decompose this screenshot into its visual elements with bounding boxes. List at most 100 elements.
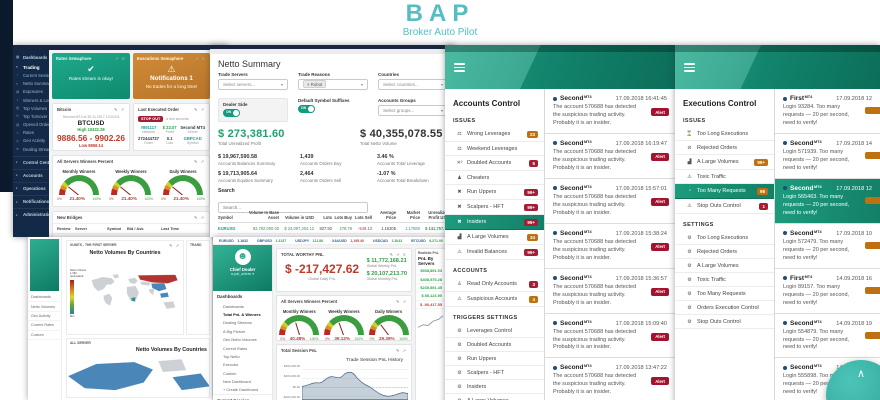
- sidebar-item[interactable]: ▸ Operations: [13, 181, 49, 193]
- search-input[interactable]: [218, 202, 368, 213]
- alert-list-item[interactable]: Second MT4 17.09.2018 15:09:40 The accou…: [545, 314, 675, 359]
- control-list-item[interactable]: ⚙ Doubled Accounts: [445, 338, 544, 352]
- review-icon[interactable]: ▦: [57, 236, 75, 237]
- control-list-item[interactable]: ▟ A Large Volumes 99+: [675, 155, 774, 170]
- menu-icon[interactable]: [684, 63, 695, 74]
- ticker-item[interactable]: XAUUSD 1,195.40: [332, 238, 364, 243]
- profile-header[interactable]: ☻ Chief Dealer a-pat_admin ▾: [213, 245, 272, 291]
- zoomed-choropleth-map[interactable]: [67, 359, 210, 397]
- alert-list-item[interactable]: Second MT4 17.09.2018 15:57:01 The accou…: [545, 179, 675, 224]
- sidebar-item[interactable]: New Dashboard: [223, 379, 251, 385]
- control-list-item[interactable]: ⚙ Too Many Requests: [675, 287, 774, 301]
- sidebar-item[interactable]: Top Netto: [223, 353, 240, 359]
- user-login[interactable]: a-pat_admin ▾: [230, 272, 255, 276]
- control-list-item[interactable]: ⚙ Stop Outs Control: [675, 315, 774, 329]
- sidebar-item[interactable]: Current Session: [213, 394, 272, 400]
- suffixes-toggle[interactable]: ON: [298, 104, 315, 113]
- control-list-item[interactable]: ✖ Scalpers - HFT 99+: [445, 200, 544, 215]
- control-list-item[interactable]: ▟ A Large Volumes 34: [445, 230, 544, 245]
- control-list-item[interactable]: ⚠ Toxic Traffic: [675, 170, 774, 184]
- dealer-side-toggle[interactable]: ON: [223, 108, 240, 117]
- control-list-item[interactable]: ♙ Read Only Accounts 3: [445, 277, 544, 292]
- netto-table-header[interactable]: Symbol Volume In Base Asset Volume in US…: [218, 210, 449, 223]
- control-list-item[interactable]: ⚠ Stop Outs Control 1: [675, 199, 774, 214]
- control-list-item[interactable]: ⚙ Run Uppers: [445, 352, 544, 366]
- control-list-item[interactable]: ⚙ Orders Execution Control: [675, 301, 774, 315]
- sidebar-item[interactable]: ∿ Rates: [13, 129, 49, 137]
- sidebar-item[interactable]: Geo Netto Volumes: [223, 337, 257, 343]
- alert-list-item[interactable]: First MT4 14.09.2018 16 Login 89157. Too…: [775, 269, 880, 314]
- s idebar-item[interactable]: Dashboards: [28, 293, 61, 303]
- alert-list-item[interactable]: Second MT4 14.09.2018 19 Login 554879. T…: [775, 314, 880, 359]
- control-list-item[interactable]: ⚠ Suspicious Accounts 4: [445, 292, 544, 307]
- alert-list-item[interactable]: Second MT4 17.09.2018 15:36:57 The accou…: [545, 269, 675, 314]
- sidebar-item[interactable]: ◔ Current Session: [13, 71, 49, 79]
- control-list-item[interactable]: ⚙ Scalpers - HFT: [445, 366, 544, 380]
- control-list-item[interactable]: TRIGGERS SETTINGS: [445, 307, 544, 324]
- alert-list-item[interactable]: Second MT4 17.09.2018 12 Login 565463. T…: [775, 178, 880, 224]
- card-actions[interactable]: [390, 252, 407, 257]
- servers-select[interactable]: Select servers... ▾: [218, 78, 288, 90]
- card-actions[interactable]: [115, 56, 126, 61]
- alert-list-item[interactable]: First MT4 17.09.2018 12 Login 93284. Too…: [775, 89, 880, 134]
- control-list-item[interactable]: ✖ Run Uppers 99+: [445, 185, 544, 200]
- control-list-item[interactable]: ⌛ Too Long Executions: [675, 127, 774, 141]
- control-list-item[interactable]: ⚠ Invalid Balances 99+: [445, 245, 544, 260]
- sidebar-item[interactable]: ▾ Trading: [13, 63, 49, 71]
- card-actions[interactable]: [114, 107, 125, 112]
- sidebar-item[interactable]: Dealing Streams: [223, 320, 252, 326]
- bridges-table-header[interactable]: Review Server Symbol Bid / Ask Last Time: [53, 223, 209, 234]
- control-list-item[interactable]: ⚖ Weekend Leverages: [445, 142, 544, 156]
- reasons-select[interactable]: × Robot ▾: [298, 78, 368, 90]
- ticker-item[interactable]: BTCUSD 6,271.00: [411, 238, 443, 243]
- control-list-item[interactable]: ACCOUNTS: [445, 260, 544, 277]
- alert-list-item[interactable]: Second MT4 17.09.2018 14 Login 571939. T…: [775, 134, 880, 179]
- sidebar-item[interactable]: ▸ Administration: [13, 208, 49, 219]
- sidebar-item[interactable]: Total PnL & Winners: [223, 312, 261, 318]
- control-list-item[interactable]: ♟ Cheaters: [445, 171, 544, 185]
- sidebar-item[interactable]: ◎ Geo Activity: [13, 137, 49, 145]
- sidebar-item[interactable]: Custom: [223, 370, 237, 376]
- control-list-item[interactable]: ISSUES: [675, 110, 774, 127]
- alert-list-item[interactable]: Second MT4 17.09.2018 16:19:47 The accou…: [545, 134, 675, 179]
- card-actions[interactable]: [396, 299, 407, 304]
- sidebar-item[interactable]: Current Rates: [223, 345, 248, 351]
- card-actions[interactable]: [195, 56, 206, 61]
- ticker-item[interactable]: USDCAD 1.3043: [372, 238, 403, 243]
- control-list-item[interactable]: ⊘ Rejected Orders: [675, 141, 774, 155]
- ticker-item[interactable]: GBPUSD 1.3137: [257, 238, 287, 243]
- control-list-item[interactable]: SETTINGS: [675, 214, 774, 231]
- sidebar-item[interactable]: ◑ Winners & Losers: [13, 96, 49, 104]
- sidebar-item[interactable]: A Big Picture: [223, 328, 246, 334]
- alert-list-item[interactable]: Second MT4 17.09.2018 13:47:22 The accou…: [545, 358, 675, 400]
- control-list-item[interactable]: ⚙ Leverages Control: [445, 324, 544, 338]
- control-list-item[interactable]: ⚖ Wrong Leverages 23: [445, 127, 544, 142]
- sidebar-item[interactable]: ▦ Dashboards: [13, 53, 49, 61]
- s idebar-item[interactable]: Custom: [28, 331, 61, 340]
- sidebar-item[interactable]: ▸ Notifications: [13, 195, 49, 206]
- control-list-item[interactable]: ⚙ Insiders: [445, 380, 544, 394]
- groups-select[interactable]: Select groups... ▾: [378, 104, 448, 116]
- card-actions[interactable]: [194, 159, 205, 164]
- sidebar-item[interactable]: ▨ Opened Orders: [13, 121, 49, 129]
- control-list-item[interactable]: ⚙ A Large Volumes: [445, 394, 544, 400]
- alert-list-item[interactable]: Second MT4 17.09.2018 10 Login 572479. T…: [775, 224, 880, 269]
- menu-icon[interactable]: [454, 63, 465, 74]
- bridges-table-row[interactable]: ▦ Second MT4 AUS 89.25 / 89.5 30.11.2017…: [53, 234, 209, 237]
- countries-select[interactable]: Select countries... ▾: [378, 78, 448, 90]
- control-list-item[interactable]: ⚙ Toxic Traffic: [675, 273, 774, 287]
- alert-list-item[interactable]: Second MT4 17.09.2018 16:41:45 The accou…: [545, 89, 675, 134]
- card-actions[interactable]: [194, 215, 205, 220]
- alert-list-item[interactable]: Second MT4 17.09.2018 15:38:24 The accou…: [545, 224, 675, 269]
- sidebar-item[interactable]: ▥ Top Volumes: [13, 104, 49, 112]
- rates-ticker[interactable]: EURUSD 1.1632 GBPUSD 1.3137 USDJPY 111.8…: [213, 237, 448, 245]
- sidebar-item[interactable]: ▸ Control Center: [13, 155, 49, 167]
- ticker-item[interactable]: USDJPY 111.86: [295, 238, 324, 243]
- s idebar-item[interactable]: Geo Activity: [28, 312, 61, 322]
- sidebar-item[interactable]: ↻ Top Turnover: [13, 112, 49, 120]
- s idebar-item[interactable]: Netto Volumes: [28, 302, 61, 312]
- control-list-item[interactable]: ◔ Too Many Requests 98: [675, 184, 774, 199]
- sidebar-item[interactable]: Dashboards: [223, 303, 244, 309]
- ticker-item[interactable]: EURUSD 1.1632: [219, 238, 248, 243]
- sidebar-item[interactable]: Dashboards: [217, 294, 243, 299]
